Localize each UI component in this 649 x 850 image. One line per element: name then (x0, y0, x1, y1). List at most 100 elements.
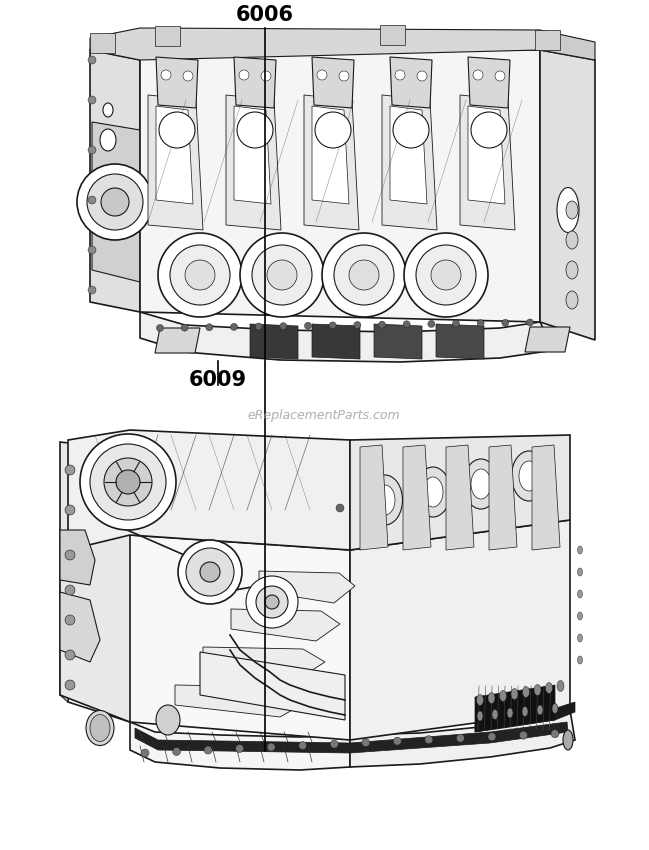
Ellipse shape (90, 715, 110, 741)
Circle shape (304, 322, 312, 329)
Circle shape (526, 319, 533, 326)
Circle shape (183, 71, 193, 81)
Ellipse shape (103, 103, 113, 117)
Circle shape (280, 323, 287, 330)
Ellipse shape (477, 711, 483, 721)
Circle shape (330, 740, 338, 748)
Polygon shape (200, 652, 345, 720)
Circle shape (65, 550, 75, 560)
Polygon shape (460, 95, 515, 230)
Circle shape (88, 96, 96, 104)
Circle shape (428, 320, 435, 327)
Ellipse shape (578, 634, 583, 642)
Polygon shape (312, 106, 349, 204)
Circle shape (236, 745, 243, 752)
Ellipse shape (86, 711, 114, 745)
Ellipse shape (522, 706, 528, 717)
Circle shape (551, 730, 559, 738)
Circle shape (65, 465, 75, 475)
Circle shape (256, 586, 288, 618)
Circle shape (322, 233, 406, 317)
Ellipse shape (488, 693, 495, 704)
Polygon shape (156, 106, 193, 204)
Ellipse shape (367, 475, 402, 525)
Ellipse shape (537, 705, 543, 715)
Circle shape (88, 246, 96, 254)
Polygon shape (203, 647, 325, 679)
Circle shape (77, 164, 153, 240)
Polygon shape (155, 26, 180, 46)
Polygon shape (234, 57, 276, 108)
Text: 6006: 6006 (236, 5, 294, 25)
Ellipse shape (511, 451, 546, 501)
Ellipse shape (578, 546, 583, 554)
Circle shape (267, 260, 297, 290)
Polygon shape (60, 415, 610, 782)
Ellipse shape (552, 704, 558, 713)
Polygon shape (155, 328, 200, 353)
Polygon shape (403, 445, 431, 550)
Circle shape (230, 323, 238, 331)
Circle shape (477, 320, 484, 326)
Ellipse shape (463, 459, 498, 509)
Circle shape (471, 112, 507, 148)
Circle shape (417, 71, 427, 81)
Polygon shape (475, 702, 575, 732)
Circle shape (186, 548, 234, 596)
Circle shape (90, 444, 166, 520)
Polygon shape (532, 445, 560, 550)
Circle shape (178, 540, 242, 604)
Circle shape (170, 245, 230, 305)
Circle shape (488, 733, 496, 740)
Polygon shape (130, 722, 350, 770)
Polygon shape (234, 106, 271, 204)
Polygon shape (489, 445, 517, 550)
Circle shape (141, 749, 149, 757)
Polygon shape (540, 30, 595, 60)
Circle shape (336, 504, 344, 512)
Polygon shape (390, 106, 427, 204)
Circle shape (519, 731, 528, 740)
Ellipse shape (546, 683, 552, 694)
Circle shape (158, 233, 242, 317)
Circle shape (65, 585, 75, 595)
Polygon shape (312, 324, 360, 359)
Circle shape (456, 734, 465, 742)
Polygon shape (540, 50, 595, 340)
Circle shape (431, 260, 461, 290)
Ellipse shape (156, 705, 180, 735)
Ellipse shape (100, 129, 116, 151)
Circle shape (339, 71, 349, 81)
Ellipse shape (500, 690, 506, 701)
Polygon shape (360, 445, 388, 550)
Circle shape (315, 112, 351, 148)
Circle shape (237, 112, 273, 148)
Polygon shape (380, 25, 405, 45)
Ellipse shape (534, 684, 541, 695)
Circle shape (204, 746, 212, 754)
Polygon shape (60, 592, 100, 662)
Circle shape (159, 112, 195, 148)
Polygon shape (231, 609, 340, 641)
Circle shape (65, 680, 75, 690)
Polygon shape (75, 28, 595, 380)
Circle shape (403, 320, 410, 328)
Ellipse shape (566, 231, 578, 249)
Polygon shape (374, 324, 422, 359)
Circle shape (173, 747, 180, 756)
Circle shape (404, 233, 488, 317)
Polygon shape (312, 57, 354, 108)
Polygon shape (259, 571, 355, 603)
Polygon shape (436, 324, 484, 359)
Circle shape (393, 737, 401, 745)
Polygon shape (382, 95, 437, 230)
Ellipse shape (557, 681, 564, 692)
Ellipse shape (566, 291, 578, 309)
Polygon shape (226, 95, 281, 230)
Polygon shape (135, 722, 568, 753)
Polygon shape (140, 50, 540, 322)
Circle shape (361, 739, 370, 746)
Polygon shape (92, 122, 140, 282)
Circle shape (261, 71, 271, 81)
Ellipse shape (566, 261, 578, 279)
